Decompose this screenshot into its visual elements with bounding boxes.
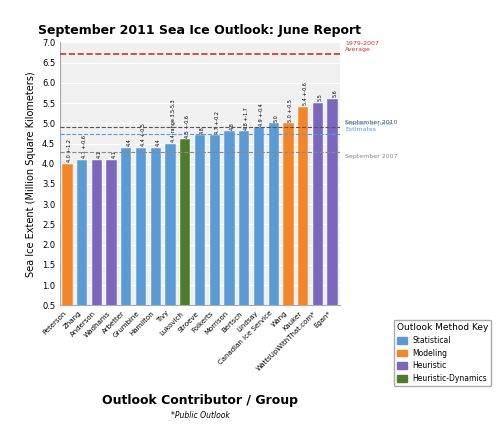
Title: September 2011 Sea Ice Outlook: June Report: September 2011 Sea Ice Outlook: June Rep… bbox=[38, 24, 362, 37]
Bar bbox=[268, 123, 279, 326]
Bar bbox=[92, 160, 102, 326]
Text: Outlook Contributor / Group: Outlook Contributor / Group bbox=[102, 394, 298, 407]
Text: 4.4 +-0.5: 4.4 +-0.5 bbox=[141, 123, 146, 146]
Bar bbox=[312, 103, 323, 326]
Bar bbox=[121, 148, 132, 326]
Bar bbox=[328, 99, 338, 326]
Text: 4.4-range 3.5-5.3: 4.4-range 3.5-5.3 bbox=[170, 99, 175, 142]
Text: 4.4: 4.4 bbox=[156, 138, 161, 146]
Y-axis label: Sea Ice Extent (Million Square Kilometers): Sea Ice Extent (Million Square Kilometer… bbox=[26, 71, 36, 276]
Bar bbox=[210, 135, 220, 326]
Bar bbox=[284, 123, 294, 326]
Bar bbox=[106, 160, 117, 326]
Legend: Statistical, Modeling, Heuristic, Heuristic-Dynamics: Statistical, Modeling, Heuristic, Heuris… bbox=[394, 320, 491, 386]
Text: 1979-2007
Average: 1979-2007 Average bbox=[345, 41, 379, 52]
Text: September 2010: September 2010 bbox=[345, 120, 398, 125]
Bar bbox=[77, 160, 88, 326]
Text: 5.5: 5.5 bbox=[318, 94, 323, 101]
Bar bbox=[136, 148, 146, 326]
Text: 4.1: 4.1 bbox=[97, 151, 102, 158]
Text: 4.1: 4.1 bbox=[112, 151, 116, 158]
Text: 4.8 +-1.7: 4.8 +-1.7 bbox=[244, 107, 249, 130]
Text: 4.0 +-1.2: 4.0 +-1.2 bbox=[68, 139, 72, 162]
Text: Median of June
Estimates: Median of June Estimates bbox=[345, 121, 392, 132]
Text: 5.0 +-0.5: 5.0 +-0.5 bbox=[288, 99, 294, 122]
Bar bbox=[195, 135, 205, 326]
Bar bbox=[254, 127, 264, 326]
Text: 4.9 +-0.4: 4.9 +-0.4 bbox=[259, 103, 264, 126]
Text: 4.1 +-0.6: 4.1 +-0.6 bbox=[82, 135, 87, 158]
Text: 4.7 +-0.2: 4.7 +-0.2 bbox=[214, 111, 220, 134]
Bar bbox=[224, 131, 234, 326]
Text: *Public Outlook: *Public Outlook bbox=[170, 411, 230, 420]
Bar bbox=[166, 143, 175, 326]
Text: 4.5 +-0.6: 4.5 +-0.6 bbox=[186, 115, 190, 138]
Bar bbox=[239, 131, 250, 326]
Text: 5.4 +-0.6: 5.4 +-0.6 bbox=[303, 83, 308, 106]
Bar bbox=[62, 164, 72, 326]
Bar bbox=[180, 139, 190, 326]
Bar bbox=[150, 148, 161, 326]
Text: 4.4: 4.4 bbox=[126, 138, 132, 146]
Text: 5.6: 5.6 bbox=[332, 89, 338, 98]
Bar bbox=[298, 107, 308, 326]
Text: 4.8: 4.8 bbox=[200, 126, 205, 134]
Text: September 2007: September 2007 bbox=[345, 154, 398, 159]
Text: 5.0: 5.0 bbox=[274, 114, 278, 122]
Text: 4.8: 4.8 bbox=[230, 122, 234, 130]
